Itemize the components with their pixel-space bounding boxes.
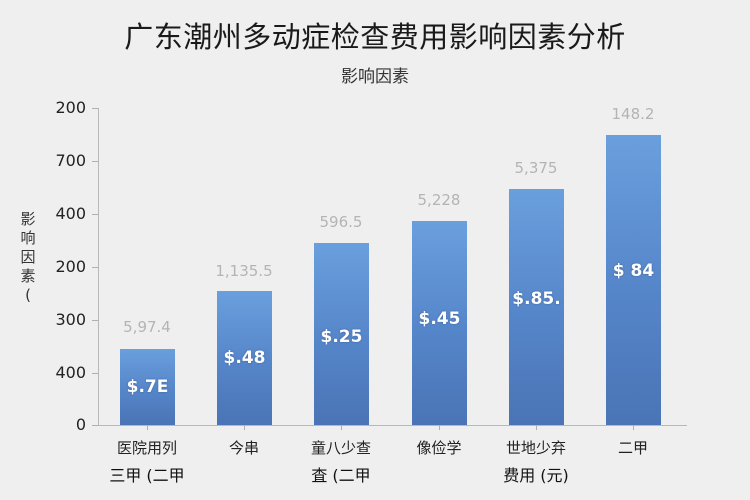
y-tick-label: 400 <box>55 204 86 223</box>
y-tick-label: 700 <box>55 151 86 170</box>
y-tick-label: 200 <box>55 257 86 276</box>
bar-value-inside: $.48 <box>223 348 266 368</box>
cut-off-footer-text: ……………… <box>345 493 605 500</box>
y-tick <box>92 214 98 215</box>
y-tick <box>92 320 98 321</box>
bar[interactable]: $.48 <box>217 291 272 425</box>
chart-title: 广东潮州多动症检查费用影响因素分析 <box>124 20 626 54</box>
x-tick <box>633 425 634 430</box>
bar[interactable]: $.45 <box>412 221 467 425</box>
x-axis-line <box>92 425 687 426</box>
bar-value-above: 148.2 <box>611 105 655 123</box>
bar-value-above: 5,375 <box>514 159 558 177</box>
bar-value-inside: $.7E <box>126 377 169 397</box>
x-tick <box>536 425 537 430</box>
bar-value-above: 596.5 <box>319 213 363 231</box>
x-tick <box>439 425 440 430</box>
y-tick-label: 400 <box>55 363 86 382</box>
y-tick-label: 0 <box>75 415 86 434</box>
y-tick <box>92 108 98 109</box>
y-tick <box>92 425 98 426</box>
bar-value-inside: $.25 <box>320 327 363 347</box>
y-axis-line <box>98 108 99 426</box>
bar-value-above: 1,135.5 <box>215 262 273 280</box>
bar-value-above: 5,228 <box>417 191 461 209</box>
bar[interactable]: $.25 <box>314 243 369 425</box>
y-axis-label: 影响因素( <box>20 210 36 304</box>
y-tick <box>92 161 98 162</box>
x-axis-title: 费用 (元) <box>503 466 569 485</box>
x-tick <box>341 425 342 430</box>
y-tick <box>92 373 98 374</box>
y-tick-label: 200 <box>55 98 86 117</box>
x-category-label: 医院用列 <box>116 439 177 457</box>
x-category-sublabel: 三甲 (二甲 <box>109 466 185 485</box>
bar-value-above: 5,97.4 <box>123 318 171 336</box>
bar[interactable]: $.85. <box>509 189 564 425</box>
bar-value-inside: $ 84 <box>612 261 655 281</box>
bar[interactable]: $.7E <box>120 349 175 425</box>
x-tick <box>244 425 245 430</box>
bar[interactable]: $ 84 <box>606 135 661 425</box>
x-category-label: 世地少弃 <box>505 439 566 457</box>
x-category-sublabel: 査 (二甲 <box>311 466 371 485</box>
bar-value-inside: $.85. <box>512 289 561 309</box>
x-category-label: 二甲 <box>617 439 648 457</box>
x-category-label: 像俭学 <box>416 439 462 457</box>
x-category-label: 今串 <box>228 439 259 457</box>
x-category-label: 童八少查 <box>310 439 371 457</box>
x-tick <box>147 425 148 430</box>
y-tick-label: 300 <box>55 310 86 329</box>
chart-subtitle: 影响因素 <box>341 67 409 87</box>
y-tick <box>92 267 98 268</box>
bar-value-inside: $.45 <box>418 309 461 329</box>
